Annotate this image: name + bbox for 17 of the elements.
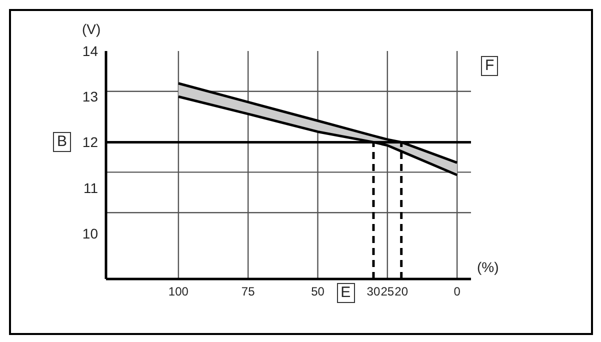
text: F bbox=[481, 56, 498, 76]
x-tick-label: 75 bbox=[241, 284, 256, 299]
x-tick-label: 100 bbox=[168, 284, 189, 299]
text: E bbox=[336, 283, 355, 303]
y-tick-label: 11 bbox=[83, 180, 98, 196]
text: B bbox=[53, 132, 72, 152]
x-tick-label: 50 bbox=[311, 284, 325, 299]
y-axis-title: (V) bbox=[82, 21, 101, 37]
y-tick-label: 12 bbox=[82, 134, 98, 150]
x-axis-title: (%) bbox=[477, 259, 499, 275]
x-tick-label: 0 bbox=[454, 284, 461, 299]
y-tick-label: 14 bbox=[82, 42, 98, 59]
x-tick-label: 25 bbox=[380, 284, 394, 299]
y-tick-label: 10 bbox=[82, 225, 98, 242]
x-tick-label: 20 bbox=[394, 284, 408, 299]
x-tick-label: 30 bbox=[366, 284, 380, 299]
y-tick-label: 13 bbox=[82, 88, 98, 105]
